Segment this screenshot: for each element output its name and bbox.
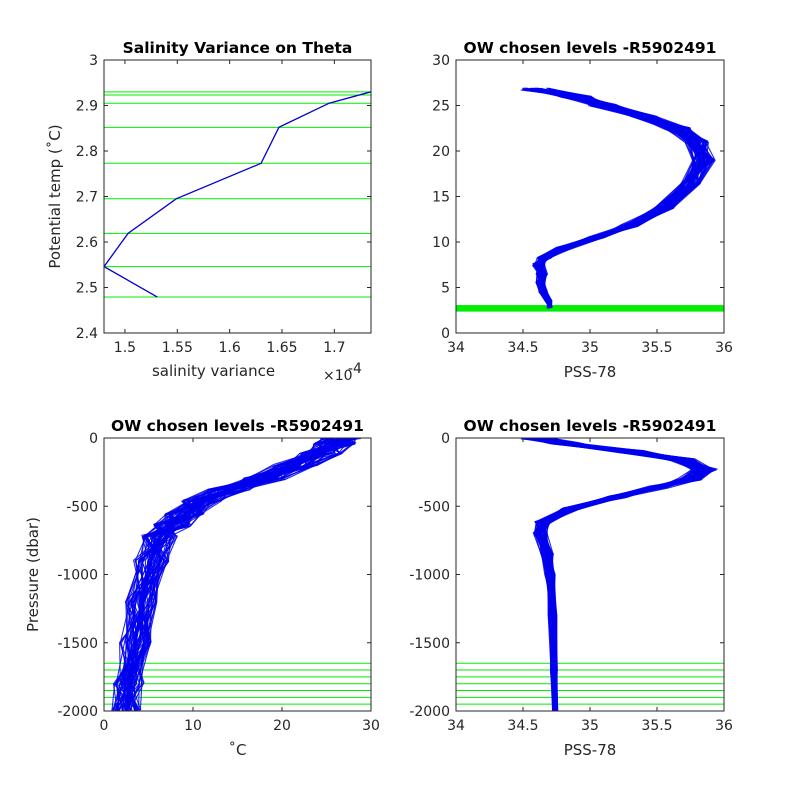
x-axis-label: ˚C bbox=[229, 741, 247, 759]
y-tick-label: -2000 bbox=[57, 704, 98, 720]
x-tick-label: 1.65 bbox=[266, 340, 297, 356]
x-axis-label: PSS-78 bbox=[564, 741, 617, 759]
y-tick-label: -1000 bbox=[409, 568, 450, 584]
chart-title: OW chosen levels -R5902491 bbox=[464, 39, 717, 57]
panel-1: 1.5 1.55 1.6 1.65 1.7 2.4 2.5 2.6 2.7 2.8 2.9 3 Sali… bbox=[46, 39, 372, 384]
x-tick-label: 1.6 bbox=[219, 340, 241, 356]
chart-title: OW chosen levels -R5902491 bbox=[111, 417, 364, 435]
chart-title: Salinity Variance on Theta bbox=[123, 39, 353, 57]
plot-area bbox=[104, 91, 371, 298]
y-tick-label: 5 bbox=[441, 281, 450, 297]
y-tick-label: -500 bbox=[66, 499, 98, 515]
x-tick-label: 34 bbox=[447, 340, 465, 356]
x-tick-label: 1.7 bbox=[323, 340, 345, 356]
x-axis-label: PSS-78 bbox=[564, 363, 617, 381]
y-tick-label: 2.5 bbox=[76, 281, 98, 297]
variance-series-line bbox=[104, 91, 371, 298]
y-tick-label: 3 bbox=[89, 53, 98, 69]
x-tick-label: 36 bbox=[715, 340, 733, 356]
profile-line bbox=[121, 438, 341, 711]
y-tick-label: 25 bbox=[432, 99, 450, 115]
y-tick-label: 0 bbox=[441, 326, 450, 342]
plot-area bbox=[456, 87, 724, 312]
chart-title: OW chosen levels -R5902491 bbox=[464, 417, 717, 435]
profile-line bbox=[127, 438, 356, 711]
x-tick-label: 30 bbox=[362, 718, 380, 734]
x-tick-label: 34 bbox=[447, 718, 465, 734]
x-tick-label: 10 bbox=[184, 718, 202, 734]
x-axis-multiplier-exponent: -4 bbox=[348, 361, 362, 377]
panel-4: 34 34.5 35 35.5 36 -2000 -1500 -1000 -500 0 OW cho… bbox=[409, 417, 733, 759]
y-tick-label: 2.9 bbox=[76, 99, 98, 115]
y-tick-label: 30 bbox=[432, 53, 450, 69]
y-tick-label: 2.4 bbox=[76, 326, 98, 342]
x-tick-label: 20 bbox=[273, 718, 291, 734]
profile-line bbox=[537, 89, 701, 309]
profile-mean-line bbox=[124, 438, 342, 711]
x-tick-label: 34.5 bbox=[507, 718, 538, 734]
panel-3: 0 10 20 30 -2000 -1500 -1000 -500 0 OW chosen lev… bbox=[24, 417, 380, 759]
x-tick-label: 0 bbox=[100, 718, 109, 734]
profile-line bbox=[115, 438, 337, 711]
x-tick-label: 35 bbox=[581, 340, 599, 356]
panel-2: 34 34.5 35 35.5 36 0 5 10 15 20 25 30 OW chosen leve… bbox=[432, 39, 733, 381]
x-tick-label: 34.5 bbox=[507, 340, 538, 356]
x-tick-label: 35.5 bbox=[641, 340, 672, 356]
y-tick-label: 2.6 bbox=[76, 235, 98, 251]
y-tick-label: -1500 bbox=[57, 636, 98, 652]
profile-line bbox=[118, 438, 341, 711]
x-axis-label: salinity variance bbox=[152, 362, 275, 380]
y-tick-label: 0 bbox=[89, 431, 98, 447]
y-tick-label: -1500 bbox=[409, 636, 450, 652]
x-tick-label: 35.5 bbox=[641, 718, 672, 734]
x-tick-label: 35 bbox=[581, 718, 599, 734]
profile-line bbox=[535, 88, 715, 309]
y-tick-label: -2000 bbox=[409, 704, 450, 720]
x-tick-label: 1.55 bbox=[162, 340, 193, 356]
x-tick-label: 1.5 bbox=[114, 340, 136, 356]
profile-mean-line bbox=[536, 87, 706, 308]
y-tick-label: 15 bbox=[432, 190, 450, 206]
y-tick-label: -1000 bbox=[57, 568, 98, 584]
y-tick-label: 20 bbox=[432, 144, 450, 160]
y-axis-label: Pressure (dbar) bbox=[24, 517, 42, 632]
y-tick-label: -500 bbox=[418, 499, 450, 515]
plot-area bbox=[104, 438, 371, 711]
y-tick-label: 2.7 bbox=[76, 190, 98, 206]
x-axis-multiplier: ×10 bbox=[323, 368, 353, 384]
y-tick-label: 0 bbox=[441, 431, 450, 447]
x-tick-label: 36 bbox=[715, 718, 733, 734]
y-tick-label: 2.8 bbox=[76, 144, 98, 160]
y-tick-label: 10 bbox=[432, 235, 450, 251]
plot-area bbox=[456, 438, 724, 711]
y-axis-label: Potential temp (˚C) bbox=[46, 124, 64, 268]
profile-mean-line bbox=[536, 438, 707, 711]
profile-line bbox=[115, 438, 343, 711]
